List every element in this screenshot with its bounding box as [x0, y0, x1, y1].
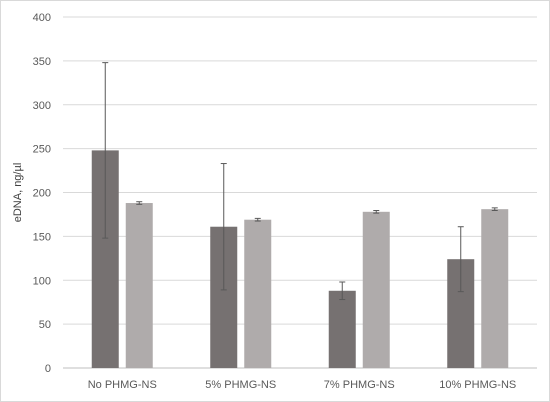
x-tick-label: 7% PHMG-NS	[324, 379, 395, 391]
x-tick-label: 5% PHMG-NS	[205, 379, 276, 391]
bar-2-3	[362, 211, 390, 368]
y-axis-title: eDNA, ng/µl	[12, 163, 24, 223]
y-tick-label: 200	[33, 188, 51, 200]
y-tick-labels: 0 50 100 150 200 250 300 350 400	[33, 12, 51, 375]
x-tick-labels: No PHMG-NS 5% PHMG-NS 7% PHMG-NS 10% PHMG-N…	[88, 379, 517, 391]
y-tick-label: 400	[33, 12, 51, 24]
x-tick-label: No PHMG-NS	[88, 379, 157, 391]
y-tick-label: 50	[39, 319, 51, 331]
error-bar-1-2	[220, 163, 227, 291]
y-tick-label: 100	[33, 275, 51, 287]
error-bar-1-1	[102, 62, 109, 239]
error-bar-1-4	[457, 226, 464, 293]
y-tick-label: 300	[33, 100, 51, 112]
y-tick-label: 0	[45, 363, 51, 375]
y-tick-label: 250	[33, 144, 51, 156]
error-bar-2-1	[136, 201, 143, 205]
error-bar-2-2	[254, 217, 261, 222]
y-tick-label: 150	[33, 231, 51, 243]
y-tick-label: 350	[33, 56, 51, 68]
x-tick-label: 10% PHMG-NS	[439, 379, 516, 391]
bars	[91, 150, 509, 368]
error-bar-1-3	[339, 281, 346, 301]
error-bars	[102, 62, 498, 301]
bar-2-1	[125, 203, 153, 368]
bar-1-3	[328, 290, 356, 368]
bar-2-2	[244, 219, 272, 368]
error-bar-2-4	[491, 207, 498, 211]
bar-2-4	[481, 209, 509, 368]
error-bar-2-3	[373, 209, 380, 214]
